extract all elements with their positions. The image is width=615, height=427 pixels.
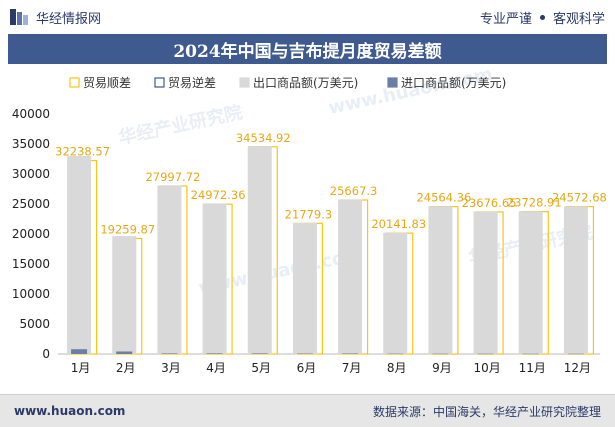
export-bar [473,211,498,354]
x-tick-label: 4月 [206,361,226,375]
chart-data-labels: 32238.57 19259.87 27997.72 24972.36 34534.92… [55,131,607,237]
y-tick-label: 35000 [12,137,50,151]
footer-url: www.huaon.com [14,404,126,418]
tagline-right: 客观科学 [552,11,605,27]
brand: 华经情报网 [8,6,101,28]
surplus-data-label: 23676.65 [462,196,517,210]
legend-swatch-import-icon [387,77,398,88]
x-tick-label: 12月 [564,361,591,375]
surplus-data-label: 21779.3 [285,207,333,221]
import-bar [296,353,313,355]
export-bar [428,206,453,354]
chart-legend: 贸易顺差 贸易逆差 出口商品额(万美元) 进口商品额(万美元) [69,75,506,90]
import-bar [161,353,178,354]
legend-label-export: 出口商品额(万美元) [253,75,358,90]
legend-label-deficit: 贸易逆差 [168,75,216,90]
surplus-data-label: 23728.91 [507,196,562,210]
surplus-data-label: 27997.72 [145,170,200,184]
top-bar: 华经情报网 专业严谨 客观科学 [0,0,615,34]
surplus-data-label: 24564.36 [416,191,471,205]
x-tick-label: 6月 [297,361,317,375]
surplus-data-label: 24572.68 [552,191,607,205]
x-tick-label: 5月 [251,361,271,375]
y-tick-label: 10000 [12,287,50,301]
x-tick-label: 11月 [519,361,546,375]
tagline: 专业严谨 客观科学 [480,8,605,27]
export-bar [292,222,317,354]
bar-chart: 华经产业研究院www.huaon.com华经产业研究院www.huaon.com… [12,64,607,375]
legend-swatch-surplus-icon [69,77,80,88]
y-tick-label: 0 [42,347,50,361]
x-tick-label: 9月 [432,361,452,375]
watermark-text: www.huaon.com [327,64,495,119]
chart-title-bar: 2024年中国与吉布提月度贸易差额 [8,34,607,64]
export-bar [202,203,227,354]
brand-name: 华经情报网 [36,11,102,27]
x-tick-label: 1月 [71,361,91,375]
huajing-logo-icon [10,9,28,25]
x-tick-label: 7月 [342,361,362,375]
export-bar [338,199,363,354]
chart-title: 2024年中国与吉布提月度贸易差额 [173,41,442,62]
import-bar [432,353,449,355]
y-tick-label: 30000 [12,167,50,181]
import-bar [477,353,494,355]
export-bar [157,185,182,354]
footer-source: 数据来源：中国海关，华经产业研究院整理 [372,404,601,419]
export-bar [518,211,543,354]
x-tick-label: 3月 [161,361,181,375]
y-tick-label: 15000 [12,257,50,271]
legend-swatch-deficit-icon [154,77,165,88]
legend-swatch-export-icon [239,77,250,88]
surplus-data-label: 32238.57 [55,145,110,159]
y-tick-label: 5000 [19,317,50,331]
tagline-left: 专业严谨 [479,11,532,27]
export-bar [563,206,588,354]
y-tick-label: 25000 [12,197,50,211]
export-bar [112,236,137,354]
chart-bars [67,146,595,355]
watermark-text: 华经产业研究院 [116,101,244,149]
surplus-data-label: 25667.3 [330,184,378,198]
import-bar [71,349,88,354]
surplus-data-label: 24972.36 [191,188,246,202]
chart-axes: 0 5000 10000 15000 20000 25000 30000 35000 40000… [12,107,600,375]
import-bar [567,353,584,355]
export-bar [247,146,272,354]
import-bar [522,353,539,355]
export-bar [67,156,92,354]
separator-dot-icon [539,14,545,20]
import-bar [251,353,268,354]
legend-label-surplus: 贸易顺差 [83,76,131,90]
import-bar [206,353,223,354]
legend-label-import: 进口商品额(万美元) [401,75,506,90]
x-tick-label: 2月 [116,361,136,375]
import-bar [342,353,359,354]
import-bar [387,353,404,355]
import-bar [116,351,133,354]
footer: www.huaon.com 数据来源：中国海关，华经产业研究院整理 [0,394,615,427]
y-tick-label: 40000 [12,107,50,121]
y-tick-label: 20000 [12,227,50,241]
export-bar [383,232,408,354]
surplus-data-label: 34534.92 [236,131,291,145]
surplus-data-label: 20141.83 [371,217,426,231]
surplus-data-label: 19259.87 [100,222,155,236]
x-tick-label: 8月 [387,361,407,375]
x-tick-label: 10月 [473,361,500,375]
